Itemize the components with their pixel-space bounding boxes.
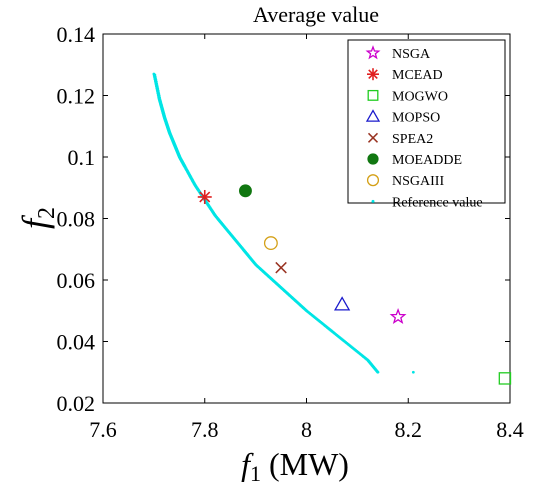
legend-marker-reference-value	[371, 199, 375, 203]
x-axis-label-unit: (MW)	[261, 446, 349, 482]
svg-text:f1 (MW): f1 (MW)	[241, 446, 349, 486]
marker-moeadde	[239, 184, 252, 198]
reference-point	[376, 370, 380, 374]
x-axis-label-sub: 1	[250, 461, 261, 486]
legend-marker-mcead	[367, 68, 379, 81]
marker-spea2	[275, 261, 287, 274]
y-tick-label: 0.12	[57, 84, 96, 109]
legend-label: MOGWO	[392, 89, 448, 104]
chart-title: Average value	[253, 2, 379, 27]
x-tick-label: 7.8	[191, 417, 219, 442]
x-tick-label: 8	[301, 417, 312, 442]
x-axis-label: f1 (MW)	[241, 446, 349, 486]
y-tick-label: 0.14	[57, 22, 96, 47]
y-tick-label: 0.1	[68, 145, 96, 170]
marker-nsgaiii	[263, 236, 278, 251]
legend-label: Reference value	[392, 195, 483, 210]
legend-label: MCEAD	[392, 68, 443, 83]
legend-marker-mogwo	[367, 89, 379, 101]
reference-point	[411, 370, 415, 374]
legend-label: SPEA2	[392, 132, 433, 147]
x-tick-label: 7.6	[89, 417, 117, 442]
marker-mogwo	[498, 372, 512, 385]
marker-mopso	[333, 296, 351, 311]
legend-marker-moeadde	[367, 153, 379, 165]
y-tick-label: 0.08	[57, 207, 96, 232]
legend-label: MOPSO	[392, 111, 440, 126]
legend: NSGA MCEAD MOGWO MOPSO SPEA2 MOEADDE NSGAIII Re…	[347, 39, 506, 210]
svg-text:f2: f2	[15, 207, 60, 229]
legend-marker-nsga	[365, 45, 381, 60]
x-axis-ticks: 7.6 7.8 8 8.2 8.4	[89, 34, 524, 442]
legend-label: NSGA	[392, 47, 431, 62]
x-tick-label: 8.4	[496, 417, 524, 442]
legend-marker-spea2	[367, 132, 379, 143]
y-axis-ticks: 0.02 0.04 0.06 0.08 0.1 0.12 0.14	[57, 22, 510, 416]
marker-mcead	[197, 189, 212, 204]
data-markers	[197, 184, 512, 385]
legend-label: NSGAIII	[392, 174, 444, 189]
legend-label: MOEADDE	[392, 153, 462, 168]
marker-nsga	[389, 308, 407, 325]
y-axis-label: f2	[15, 207, 60, 229]
y-axis-label-sub: 2	[34, 207, 60, 219]
y-tick-label: 0.02	[57, 391, 96, 416]
legend-marker-mopso	[365, 109, 381, 122]
x-tick-label: 8.2	[395, 417, 423, 442]
y-tick-label: 0.06	[57, 268, 96, 293]
y-tick-label: 0.04	[57, 330, 96, 355]
legend-marker-nsgaiii	[366, 174, 380, 187]
